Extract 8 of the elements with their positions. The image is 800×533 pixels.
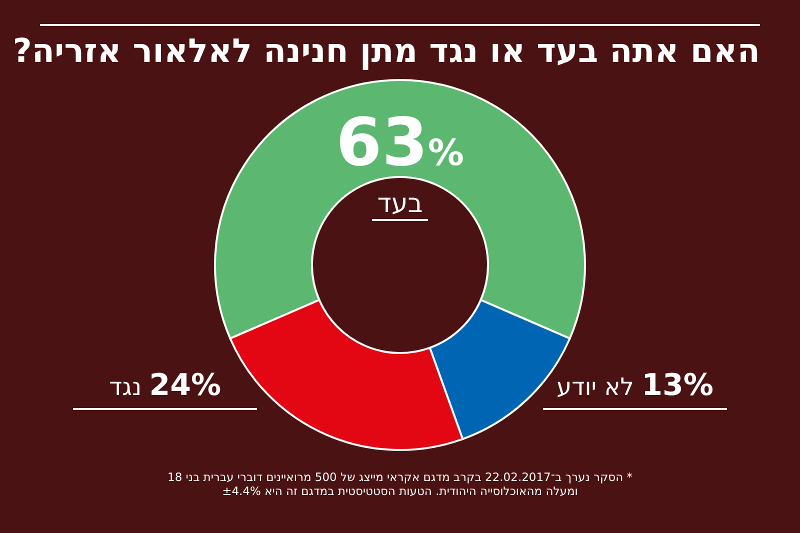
chart-title: האם אתה בעד או נגד מתן חנינה לאלאור אזריה?	[12, 31, 760, 70]
data-label: 63%	[336, 104, 464, 181]
slice-label: בעד	[377, 189, 423, 219]
slice-label: נגד	[108, 373, 150, 401]
text: * הסקר נערך ב־22.02.2017 בקרב מדגם אקראי מייצג של 500 מרואיינים דוברי עברית בני 18 ומעלה מהאוכלוסייה היהודית. הטעות הסטטיסטית במדגם זה היא ±4.4%	[166, 470, 634, 498]
slice-label: לא יודע	[556, 373, 642, 401]
data-label: 24%	[149, 368, 222, 403]
data-label: 13%	[642, 368, 714, 403]
